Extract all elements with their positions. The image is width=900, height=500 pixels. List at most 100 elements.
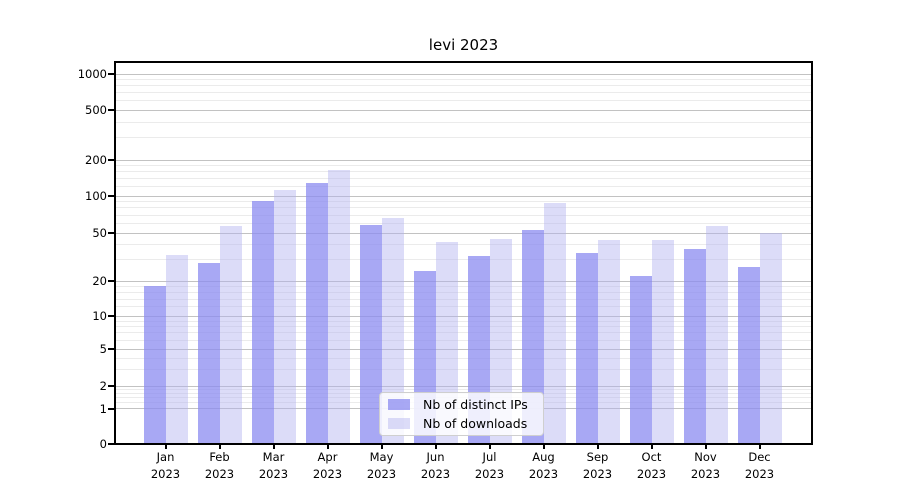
gridline-minor: [115, 121, 812, 123]
x-tick-label: Sep 2023: [582, 450, 613, 481]
gridline-minor: [115, 164, 812, 166]
gridline-minor: [115, 298, 812, 300]
gridline-major: [115, 73, 812, 75]
x-tick-label: Feb 2023: [204, 450, 235, 481]
x-tick-mark: [542, 445, 545, 449]
y-tick-label: 0: [99, 437, 107, 451]
y-tick-label: 500: [85, 103, 107, 117]
x-tick-label: May 2023: [366, 450, 397, 481]
gridline-minor: [115, 326, 812, 328]
gridline-major: [115, 348, 812, 350]
x-tick-label: Nov 2023: [690, 450, 721, 481]
gridline-minor: [115, 259, 812, 261]
x-tick-label: Jul 2023: [474, 450, 505, 481]
x-tick-label: Jun 2023: [420, 450, 451, 481]
gridline-major: [115, 195, 812, 197]
y-tick-label: 10: [92, 309, 107, 323]
y-tick-mark: [108, 385, 114, 387]
x-tick-label: Dec 2023: [744, 450, 775, 481]
gridline-minor: [115, 137, 812, 139]
gridline-minor: [115, 100, 812, 102]
gridline-minor: [115, 306, 812, 308]
bar-downloads-mar: [273, 190, 296, 444]
y-tick-mark: [108, 443, 114, 445]
gridline-minor: [115, 332, 812, 334]
bar-downloads-dec: [759, 233, 782, 444]
x-tick-mark: [164, 445, 167, 449]
gridline-major: [115, 315, 812, 317]
y-tick-label: 50: [92, 226, 107, 240]
bar-downloads-may: [381, 218, 404, 444]
x-tick-label: Aug 2023: [528, 450, 559, 481]
y-tick-label: 5: [99, 342, 107, 356]
gridline-minor: [115, 388, 812, 390]
gridline-minor: [115, 320, 812, 322]
bar-ips-sep: [575, 253, 598, 444]
bar-ips-oct: [629, 276, 652, 444]
y-tick-mark: [108, 195, 114, 197]
bar-downloads-aug: [543, 202, 566, 444]
bar-ips-jan: [143, 286, 166, 444]
legend-swatch-downloads: [388, 418, 410, 430]
gridline-major: [115, 385, 812, 387]
x-tick-label: Oct 2023: [636, 450, 667, 481]
y-tick-label: 1: [99, 401, 107, 416]
gridline-minor: [115, 244, 812, 246]
legend-item: Nb of distinct IPs: [388, 395, 535, 414]
plot-border-top: [114, 61, 813, 63]
gridline-minor: [115, 222, 812, 224]
gridline-minor: [115, 357, 812, 359]
bar-ips-apr: [305, 183, 328, 444]
gridline-minor: [115, 78, 812, 80]
y-tick-mark: [108, 73, 114, 75]
legend-label: Nb of downloads: [423, 416, 528, 432]
x-tick-mark: [272, 445, 275, 449]
x-tick-mark: [434, 445, 437, 449]
y-tick-mark: [108, 407, 114, 410]
x-tick-label: Apr 2023: [312, 450, 343, 481]
gridline-minor: [115, 339, 812, 341]
bar-ips-aug: [521, 229, 544, 444]
x-tick-mark: [218, 445, 221, 449]
bar-ips-feb: [197, 263, 220, 444]
legend-label: Nb of distinct IPs: [423, 396, 528, 412]
bar-downloads-feb: [219, 226, 242, 444]
bar-downloads-sep: [597, 239, 620, 444]
x-tick-mark: [704, 445, 707, 449]
gridline-minor: [115, 178, 812, 180]
y-tick-mark: [108, 109, 114, 111]
y-tick-label: 200: [85, 153, 107, 167]
gridline-minor: [115, 214, 812, 216]
x-tick-mark: [596, 445, 599, 449]
y-tick-label: 100: [85, 189, 107, 203]
y-tick-label: 20: [92, 274, 107, 288]
gridline-minor: [115, 291, 812, 293]
gridline-minor: [115, 186, 812, 188]
gridline-major: [115, 159, 812, 161]
x-tick-mark: [326, 445, 329, 449]
legend-swatch-ips: [388, 398, 410, 410]
y-tick-mark: [108, 159, 114, 161]
gridline-minor: [115, 171, 812, 173]
gridline-minor: [115, 207, 812, 209]
bar-ips-may: [359, 225, 382, 444]
gridline-major: [115, 109, 812, 111]
bar-ips-mar: [251, 201, 274, 444]
legend-item: Nb of downloads: [388, 415, 535, 434]
x-tick-mark: [650, 445, 653, 449]
gridline-minor: [115, 92, 812, 94]
x-tick-mark: [488, 445, 491, 449]
x-tick-label: Jan 2023: [150, 450, 181, 481]
x-tick-mark: [758, 445, 761, 449]
y-tick-label: 2: [99, 379, 107, 393]
bar-downloads-jan: [165, 254, 188, 444]
plot-border-bottom: [114, 443, 813, 445]
bar-downloads-oct: [651, 239, 674, 444]
y-tick-mark: [108, 232, 114, 234]
gridline-major: [115, 280, 812, 282]
gridline-minor: [115, 285, 812, 287]
gridline-minor: [115, 85, 812, 87]
plot-border-right: [811, 61, 813, 445]
x-tick-label: Mar 2023: [258, 450, 289, 481]
